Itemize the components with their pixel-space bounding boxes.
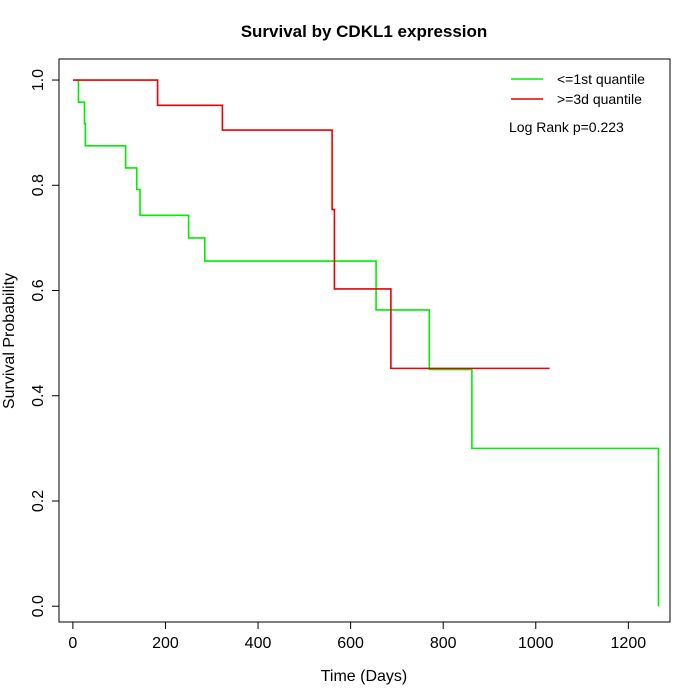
x-axis-label: Time (Days) xyxy=(321,668,408,685)
y-tick-label: 0.2 xyxy=(30,490,47,512)
series-layer xyxy=(72,79,660,607)
x-axis: 0 200 400 600 800 1000 1200 xyxy=(68,621,647,652)
y-axis: 0.0 0.2 0.4 0.6 0.8 1.0 xyxy=(30,69,60,617)
legend-label-1: <=1st quantile xyxy=(557,71,645,87)
x-tick-label: 200 xyxy=(152,635,179,652)
log-rank-annotation: Log Rank p=0.223 xyxy=(509,119,624,135)
y-tick-label: 1.0 xyxy=(30,69,47,91)
y-tick-label: 0.0 xyxy=(30,595,47,617)
y-tick-label: 0.8 xyxy=(30,174,47,196)
y-tick-label: 0.4 xyxy=(30,385,47,407)
legend: <=1st quantile >=3d quantile xyxy=(511,71,645,107)
legend-label-2: >=3d quantile xyxy=(557,91,642,107)
x-tick-label: 1000 xyxy=(518,635,554,652)
y-axis-label: Survival Probability xyxy=(1,273,18,409)
series-line-1 xyxy=(76,79,660,607)
y-tick-label: 0.6 xyxy=(30,279,47,301)
x-tick-label: 800 xyxy=(430,635,457,652)
x-tick-label: 400 xyxy=(245,635,272,652)
series-line-2 xyxy=(72,79,550,370)
x-tick-label: 1200 xyxy=(611,635,647,652)
x-tick-label: 600 xyxy=(337,635,364,652)
plot-frame xyxy=(58,58,671,623)
chart-title: Survival by CDKL1 expression xyxy=(241,22,488,41)
x-tick-label: 0 xyxy=(68,635,77,652)
